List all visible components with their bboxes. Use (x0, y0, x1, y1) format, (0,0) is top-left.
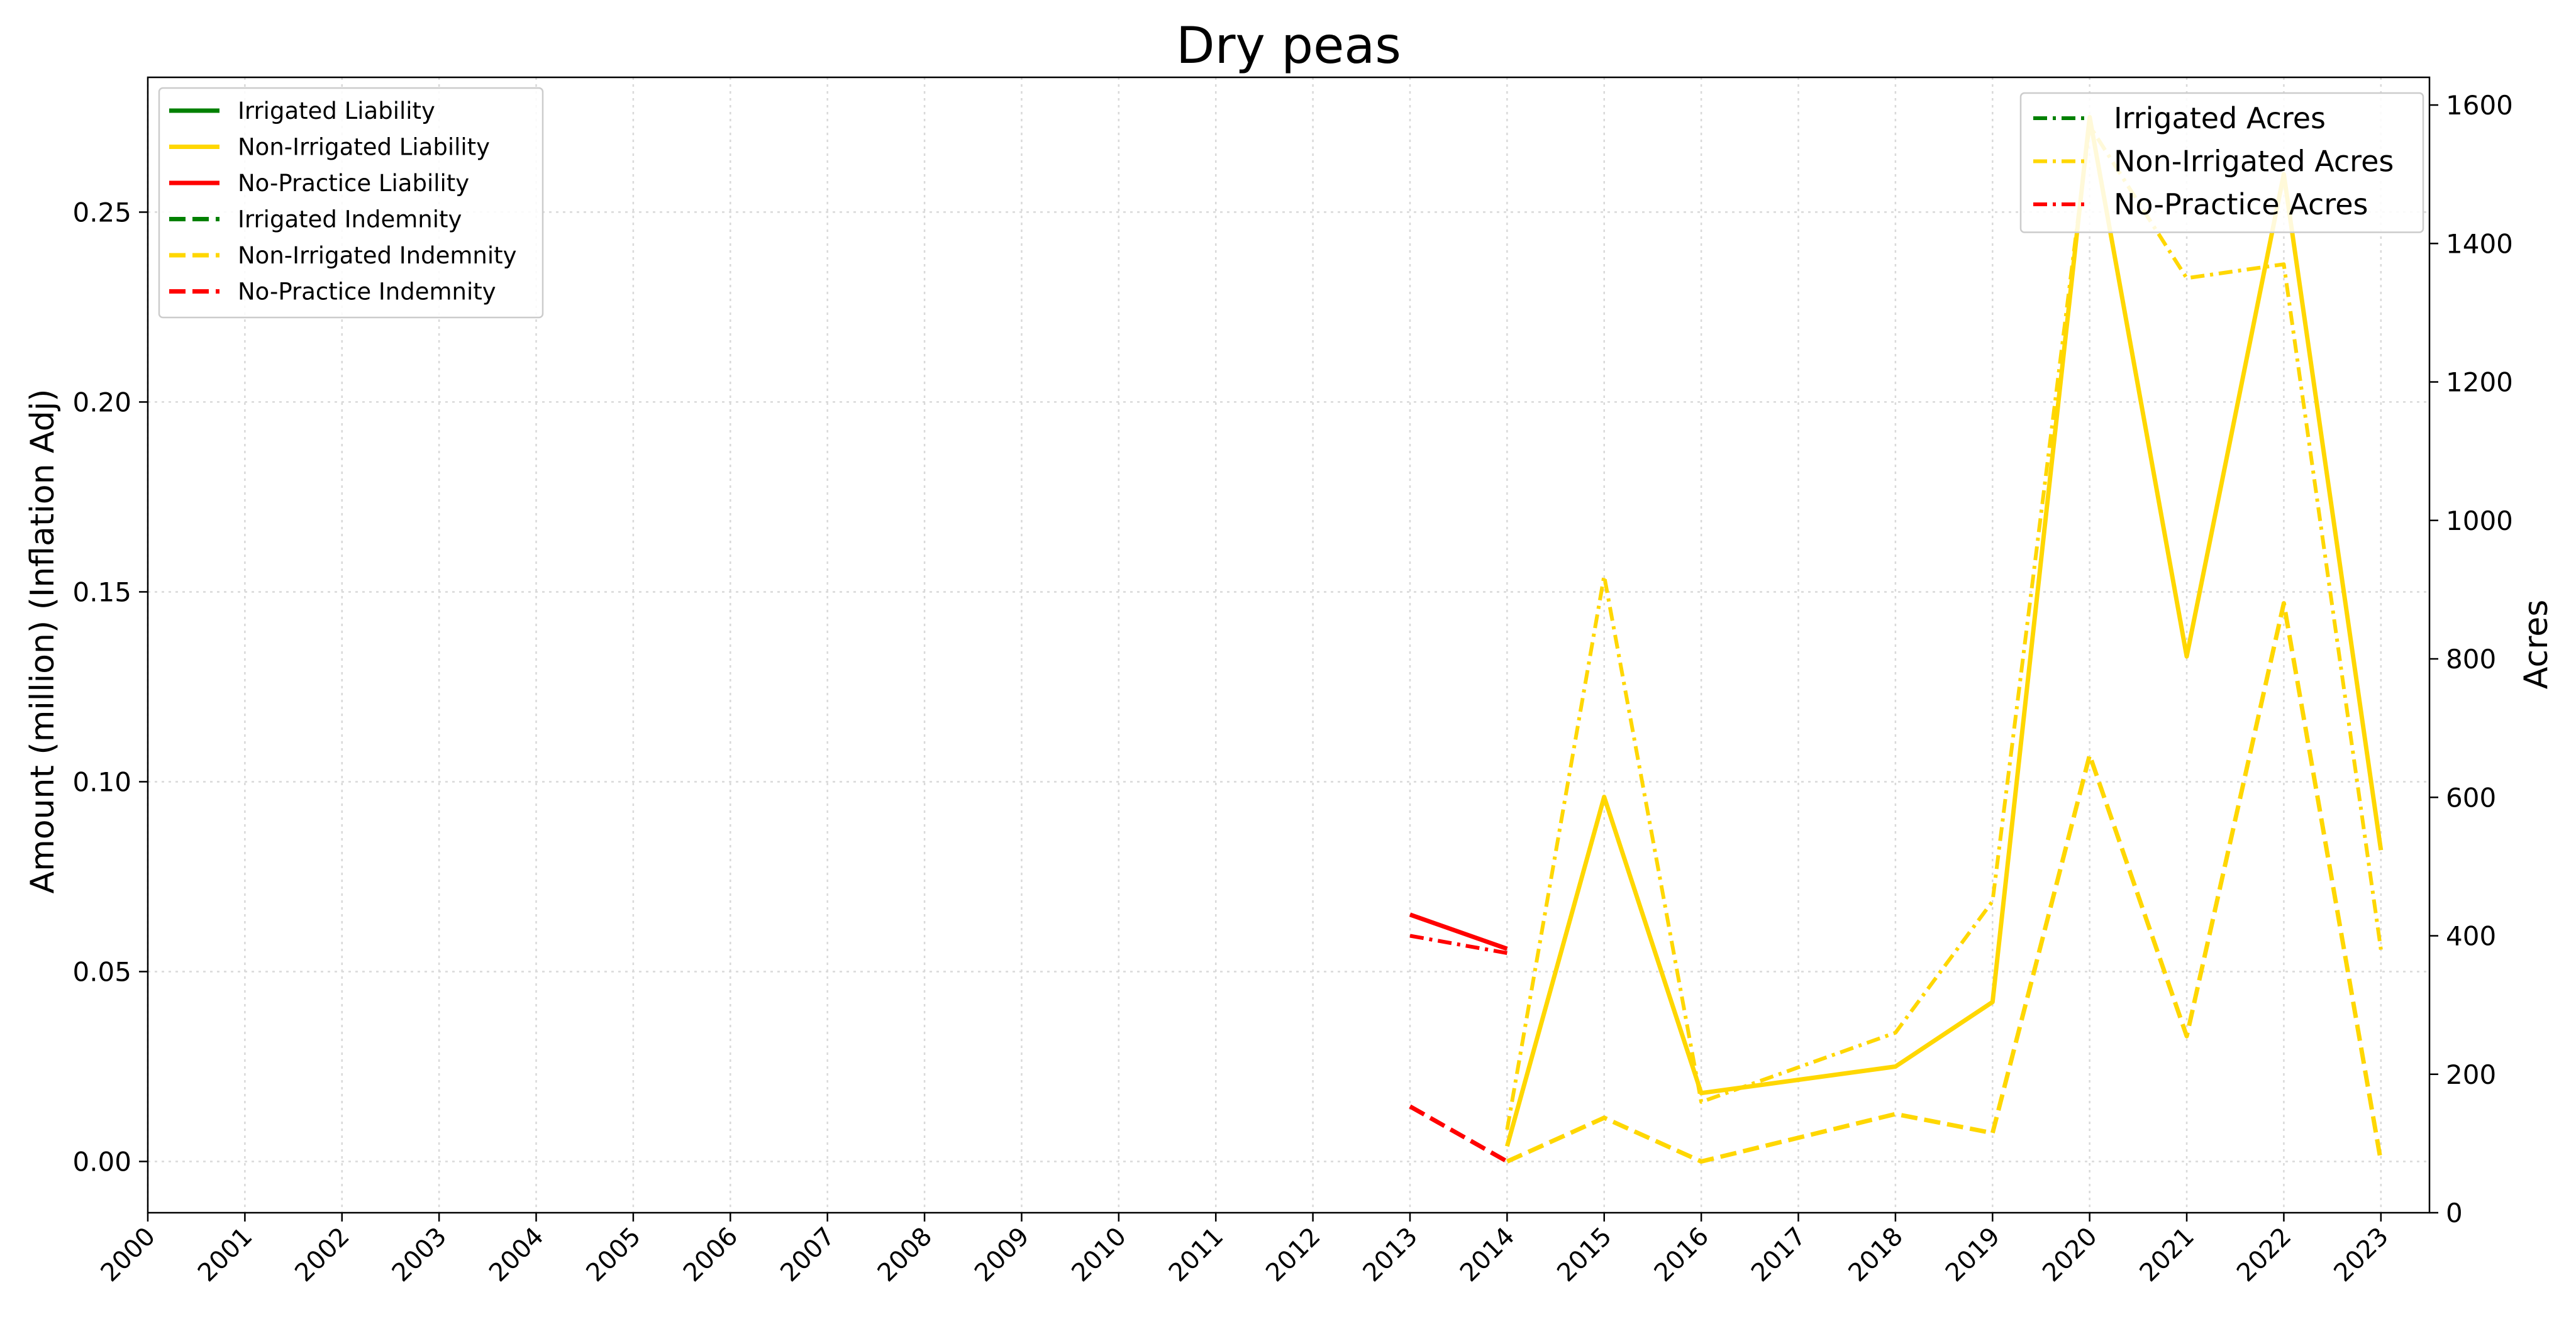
y-left-tick-label-0.15: 0.15 (72, 576, 131, 607)
y-right-tick-label-1600: 1600 (2446, 90, 2513, 121)
y-right-tick-label-600: 600 (2446, 782, 2496, 813)
y-right-tick-label-200: 200 (2446, 1059, 2496, 1090)
y-left-tick-label-0.05: 0.05 (72, 956, 131, 987)
legend-left-label-2: No-Practice Liability (238, 170, 469, 197)
y-left-tick-label-0.10: 0.10 (72, 766, 131, 797)
y-left-tick-label-0.20: 0.20 (72, 387, 131, 417)
y-left-tick-label-0.00: 0.00 (72, 1146, 131, 1177)
y-right-tick-label-1200: 1200 (2446, 367, 2513, 398)
y-axis-left-label: Amount (million) (Inflation Adj) (24, 389, 62, 894)
y-right-tick-label-0: 0 (2446, 1198, 2463, 1228)
y-right-tick-label-400: 400 (2446, 921, 2496, 952)
legend-left-label-4: Non-Irrigated Indemnity (238, 242, 517, 269)
legend-right: Irrigated Acres Non-Irrigated Acres No-Pra… (2021, 93, 2423, 233)
y-right-tick-label-1400: 1400 (2446, 228, 2513, 259)
legend-right-label-2: No-Practice Acres (2114, 187, 2368, 221)
legend-left-label-1: Non-Irrigated Liability (238, 134, 490, 161)
legend-right-label-1: Non-Irrigated Acres (2114, 145, 2394, 179)
legend-left-label-0: Irrigated Liability (238, 97, 435, 124)
y-left-tick-label-0.25: 0.25 (72, 197, 131, 228)
y-right-tick-label-1000: 1000 (2446, 505, 2513, 536)
y-right-tick-label-800: 800 (2446, 644, 2496, 675)
legend-left-label-5: No-Practice Indemnity (238, 279, 496, 306)
legend-right-label-0: Irrigated Acres (2114, 101, 2326, 135)
chart-title: Dry peas (1176, 16, 1401, 75)
legend-left-label-3: Irrigated Indemnity (238, 206, 462, 233)
y-axis-right-label: Acres (2518, 600, 2555, 690)
legend-left: Irrigated Liability Non-Irrigated Liabili… (159, 88, 543, 317)
